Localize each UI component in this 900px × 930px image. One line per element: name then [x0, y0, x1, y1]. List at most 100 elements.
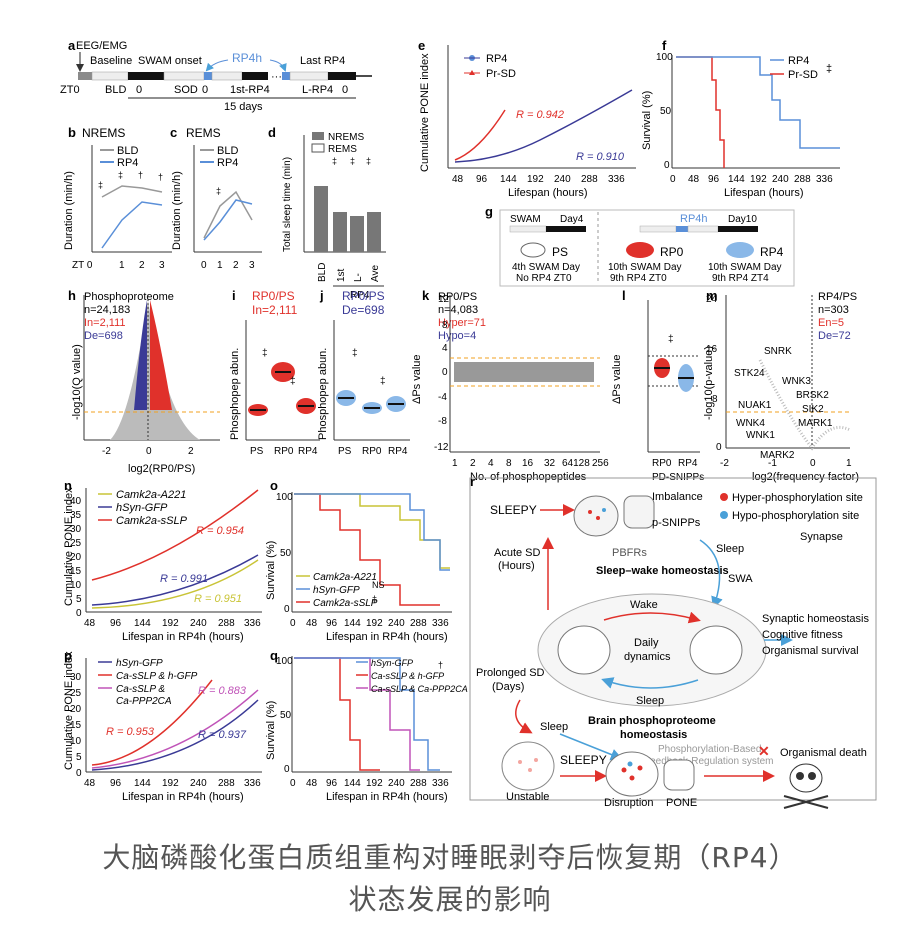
svg-text:96: 96 — [110, 618, 122, 629]
svg-text:48: 48 — [84, 618, 96, 629]
svg-text:5: 5 — [76, 752, 82, 763]
svg-text:10th SWAM Day: 10th SWAM Day — [708, 262, 782, 273]
svg-text:†: † — [438, 660, 443, 670]
svg-text:RP4: RP4 — [350, 290, 370, 301]
panel-e-pone: e Cumulative PONE index RP4 Pr-SD R = 0.… — [418, 38, 636, 199]
svg-text:16: 16 — [706, 344, 718, 355]
svg-text:In=2,111: In=2,111 — [84, 317, 126, 329]
panel-j-abundance: j RP0/PS De=698 Phosphopep abun. ‡ ‡ PS R… — [317, 288, 410, 457]
svg-text:ΔPs value: ΔPs value — [411, 354, 423, 404]
svg-text:NUAK1: NUAK1 — [738, 400, 772, 411]
svg-text:240: 240 — [554, 174, 571, 185]
svg-text:Cumulative PONE index: Cumulative PONE index — [63, 651, 75, 770]
svg-text:No. of phosphopeptides: No. of phosphopeptides — [470, 471, 587, 483]
svg-text:SLEEPY: SLEEPY — [560, 753, 607, 767]
svg-text:RP4: RP4 — [788, 55, 809, 67]
svg-text:RP0/PS: RP0/PS — [252, 289, 295, 303]
svg-text:1st: 1st — [336, 268, 347, 282]
svg-text:48: 48 — [306, 618, 318, 629]
svg-text:Total sleep time (min): Total sleep time (min) — [282, 157, 293, 252]
svg-text:48: 48 — [306, 778, 318, 789]
svg-text:d: d — [268, 125, 276, 140]
svg-text:(Days): (Days) — [492, 681, 524, 693]
panel-c-title: REMS — [186, 126, 221, 140]
svg-text:Ca-PPP2CA: Ca-PPP2CA — [116, 696, 172, 707]
svg-text:p-SNIPPs: p-SNIPPs — [652, 517, 701, 529]
svg-text:h: h — [68, 288, 76, 303]
svg-text:192: 192 — [750, 174, 767, 185]
svg-text:log2(RP0/PS): log2(RP0/PS) — [128, 463, 195, 475]
svg-text:24: 24 — [706, 294, 718, 305]
svg-text:SWAM: SWAM — [510, 214, 541, 225]
svg-text:2: 2 — [188, 446, 194, 457]
svg-text:0: 0 — [136, 84, 142, 96]
svg-text:n=4,083: n=4,083 — [438, 304, 478, 316]
svg-text:Phosphorylation-Based: Phosphorylation-Based — [658, 744, 761, 755]
svg-text:RP0/PS: RP0/PS — [438, 291, 477, 303]
svg-text:192: 192 — [162, 618, 179, 629]
svg-text:240: 240 — [190, 618, 207, 629]
svg-text:48: 48 — [452, 174, 464, 185]
svg-text:Sleep: Sleep — [636, 695, 664, 707]
svg-text:Pr-SD: Pr-SD — [486, 68, 516, 80]
svg-text:Unstable: Unstable — [506, 791, 549, 803]
svg-text:De=72: De=72 — [818, 330, 851, 342]
first-rp4-label: 1st-RP4 — [230, 84, 270, 96]
svg-text:4: 4 — [442, 343, 448, 354]
svg-text:Sleep: Sleep — [540, 721, 568, 733]
svg-text:96: 96 — [476, 174, 488, 185]
panel-b-title: NREMS — [82, 126, 125, 140]
svg-text:25: 25 — [70, 688, 82, 699]
svg-text:Lifespan in RP4h (hours): Lifespan in RP4h (hours) — [122, 791, 244, 803]
svg-text:48: 48 — [688, 174, 700, 185]
svg-text:Camk2a-sSLP: Camk2a-sSLP — [116, 515, 188, 527]
svg-text:SLEEPY: SLEEPY — [490, 503, 537, 517]
svg-text:35: 35 — [70, 510, 82, 521]
svg-text:WNK1: WNK1 — [746, 430, 775, 441]
svg-text:Lifespan in RP4h (hours): Lifespan in RP4h (hours) — [326, 631, 448, 643]
svg-text:SNRK: SNRK — [764, 346, 792, 357]
svg-text:Lifespan (hours): Lifespan (hours) — [508, 187, 588, 199]
svg-text:192: 192 — [527, 174, 544, 185]
svg-text:Cumulative PONE index: Cumulative PONE index — [63, 487, 75, 606]
svg-text:✕: ✕ — [758, 743, 770, 759]
svg-text:64128: 64128 — [562, 458, 590, 469]
svg-text:Camk2a-A221: Camk2a-A221 — [116, 489, 186, 501]
svg-text:0: 0 — [290, 618, 296, 629]
svg-text:‡: ‡ — [380, 376, 386, 387]
svg-text:j: j — [319, 288, 324, 303]
svg-text:-2: -2 — [102, 446, 111, 457]
svg-text:0: 0 — [146, 446, 152, 457]
svg-text:Phosphopep abun.: Phosphopep abun. — [317, 348, 329, 440]
panel-o-survival: o Survival (%) Camk2a-A221 hSyn-GFP Camk… — [265, 478, 452, 643]
svg-text:Hypo-phosphorylation site: Hypo-phosphorylation site — [732, 510, 859, 522]
svg-text:n: n — [64, 478, 72, 493]
svg-text:m: m — [706, 288, 718, 303]
svg-text:20: 20 — [70, 704, 82, 715]
svg-text:5: 5 — [76, 594, 82, 605]
svg-text:In=2,111: In=2,111 — [252, 303, 298, 317]
svg-text:R = 0.954: R = 0.954 — [196, 525, 244, 537]
svg-text:Daily: Daily — [634, 637, 659, 649]
svg-text:2: 2 — [233, 260, 239, 271]
svg-text:50: 50 — [660, 106, 672, 117]
svg-text:Sleep–wake homeostasis: Sleep–wake homeostasis — [596, 565, 729, 577]
svg-text:L-: L- — [353, 273, 364, 282]
svg-text:‡: ‡ — [290, 376, 296, 387]
svg-text:0: 0 — [670, 174, 676, 185]
svg-text:Phosphopep abun.: Phosphopep abun. — [229, 348, 241, 440]
svg-text:-8: -8 — [438, 416, 447, 427]
svg-text:MARK1: MARK1 — [798, 418, 833, 429]
figure-panels: a EEG/EMG Baseline SWAM onset RP4h Last … — [60, 38, 877, 809]
svg-text:R = 0.951: R = 0.951 — [194, 593, 242, 605]
svg-text:50: 50 — [280, 710, 292, 721]
svg-text:Prolonged SD: Prolonged SD — [476, 667, 545, 679]
svg-text:‡: ‡ — [350, 156, 355, 166]
svg-text:Acute SD: Acute SD — [494, 547, 541, 559]
svg-text:0: 0 — [201, 260, 207, 271]
panel-n-pone: n Cumulative PONE index Camk2a-A221 hSyn… — [63, 478, 262, 643]
panel-a-timeline: a EEG/EMG Baseline SWAM onset RP4h Last … — [60, 38, 372, 113]
svg-text:144: 144 — [500, 174, 517, 185]
svg-text:RP4: RP4 — [217, 157, 238, 169]
